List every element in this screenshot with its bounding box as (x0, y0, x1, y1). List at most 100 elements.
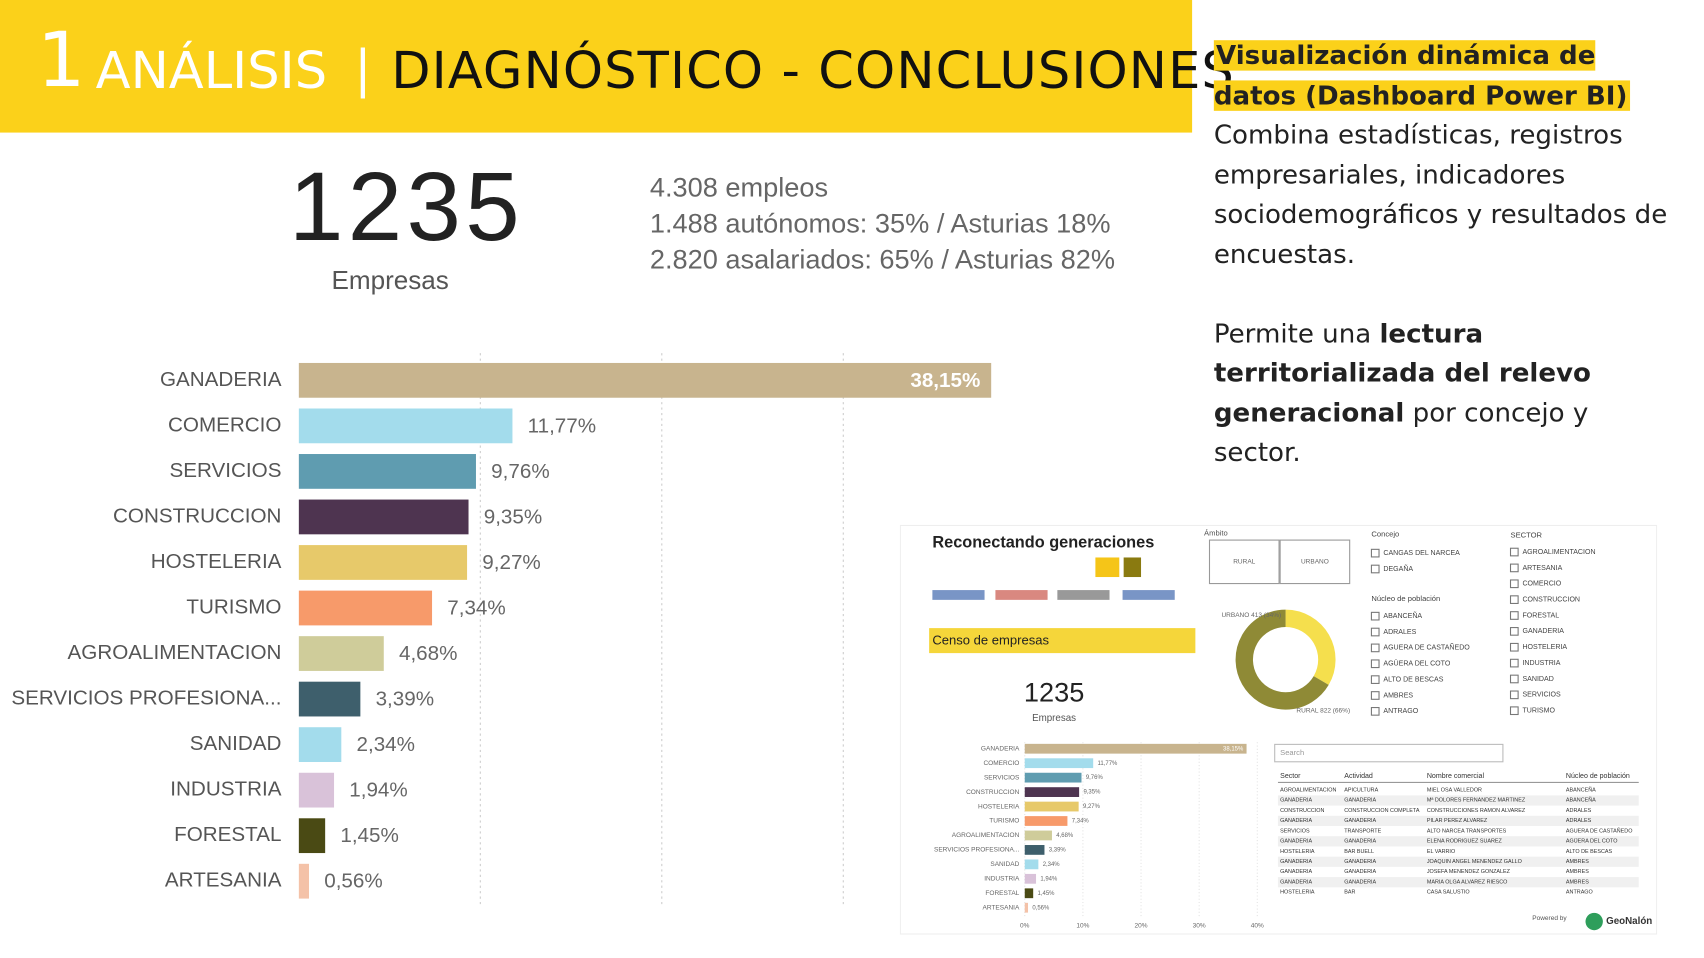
table-stripe (1277, 815, 1639, 827)
filter-item: CANGAS DEL NARCEA (1383, 550, 1460, 557)
checkbox[interactable] (1509, 674, 1519, 684)
filter-label: Concejo (1371, 530, 1399, 539)
bar (298, 590, 433, 626)
logo (1123, 557, 1142, 578)
bar (1024, 816, 1068, 826)
table-cell: ADRALES (1566, 818, 1592, 824)
checkbox[interactable] (1370, 707, 1380, 716)
section-number: 1 (36, 15, 86, 105)
value-label: 38,15% (910, 369, 980, 392)
checkbox[interactable] (1370, 548, 1380, 558)
logo (1095, 557, 1120, 578)
category-label: TURISMO (989, 818, 1019, 825)
checkbox[interactable] (1509, 579, 1519, 589)
table-cell: JOSEFA MENENDEZ GONZALEZ (1427, 869, 1511, 875)
filter-item: AGUERA DE CASTAÑEDO (1383, 643, 1470, 652)
table-cell: AGÜERA DEL COTO (1566, 838, 1618, 845)
checkbox[interactable] (1509, 627, 1519, 636)
donut-slice (1285, 609, 1336, 685)
checkbox[interactable] (1370, 611, 1380, 621)
category-label: GANADERIA (160, 368, 282, 391)
value-label: 1,45% (340, 824, 398, 847)
checkbox[interactable] (1509, 611, 1519, 620)
logo (1057, 590, 1110, 600)
table-cell: HOSTELERIA (1280, 890, 1315, 896)
value-label: 4,68% (399, 642, 457, 665)
table-cell: ALTO NARCEA TRANSPORTES (1427, 828, 1507, 834)
table-stripe (1277, 877, 1639, 888)
checkbox[interactable] (1370, 627, 1380, 637)
search-placeholder: Search (1280, 748, 1304, 757)
table-cell: TRANSPORTE (1344, 828, 1381, 834)
table-cell: GANADERIA (1344, 869, 1376, 875)
filter-item: AGÜERA DEL COTO (1383, 660, 1450, 668)
text-segment: lectura territorializada del relevo gene… (1213, 317, 1591, 428)
table-stripe (1277, 856, 1639, 867)
filter-button[interactable] (1208, 539, 1280, 585)
table-header: Actividad (1344, 773, 1373, 780)
checkbox[interactable] (1370, 643, 1380, 653)
checkbox[interactable] (1509, 642, 1519, 652)
checkbox[interactable] (1509, 595, 1519, 604)
filter-item: ARTESANIA (1522, 565, 1562, 572)
category-label: COMERCIO (168, 413, 281, 436)
filter-item: GANADERIA (1522, 628, 1564, 635)
frame (899, 524, 1658, 935)
value-label: 11,77% (528, 414, 596, 437)
bar (1024, 873, 1037, 884)
checkbox[interactable] (1509, 690, 1519, 700)
checkbox[interactable] (1370, 691, 1380, 700)
dashboard-title: Reconectando generaciones (932, 534, 1154, 552)
value-label: 1,94% (349, 779, 407, 802)
filter-item: DEGAÑA (1383, 564, 1413, 573)
table-cell: SERVICIOS (1280, 828, 1310, 834)
powered-by: Powered by (1532, 915, 1567, 922)
checkbox[interactable] (1370, 564, 1380, 574)
panel-text: Combina estadísticas, registros empresar… (1213, 119, 1668, 269)
filter-button[interactable] (1279, 539, 1351, 585)
x-tick-label: 30% (1193, 923, 1206, 930)
checkbox[interactable] (1509, 563, 1519, 573)
table-cell: GANADERIA (1280, 879, 1312, 885)
checkbox[interactable] (1509, 706, 1519, 716)
value-label: 2,34% (357, 733, 415, 756)
bar (298, 818, 326, 854)
header-title: DIAGNÓSTICO - CONCLUSIONES (391, 41, 1235, 102)
category-label: SERVICIOS PROFESIONA... (934, 847, 1020, 854)
filter-item: AMBRES (1383, 692, 1413, 699)
bar (1024, 743, 1247, 754)
value-label: 0,56% (1032, 905, 1050, 911)
checkbox[interactable] (1509, 547, 1519, 557)
x-tick-label: 0% (1020, 923, 1030, 930)
filter-item: CONSTRUCCION (1522, 597, 1580, 604)
category-label: CONSTRUCCION (113, 504, 281, 527)
category-label: INDUSTRIA (170, 778, 281, 801)
value-label: 9,27% (1083, 804, 1101, 810)
value-label: 2,34% (1043, 862, 1061, 868)
logo (995, 590, 1048, 600)
category-label: AGROALIMENTACION (952, 832, 1020, 839)
table-cell: GANADERIA (1280, 839, 1312, 845)
filter-item: SERVICIOS (1522, 692, 1561, 699)
table-cell: AGUERA DE CASTAÑEDO (1566, 827, 1632, 834)
table-stripe (1277, 836, 1639, 847)
table-cell: HOSTELERIA (1280, 849, 1315, 855)
x-tick-label: 10% (1076, 923, 1089, 930)
checkbox[interactable] (1509, 658, 1519, 668)
dashboard-subtitle: Censo de empresas (932, 633, 1049, 648)
kpi-line: 2.820 asalariados: 65% / Asturias 82% (649, 244, 1116, 275)
table-header: Sector (1280, 773, 1301, 780)
table-cell: AGROALIMENTACION (1280, 787, 1336, 793)
checkbox[interactable] (1370, 659, 1380, 669)
value-label: 3,39% (1049, 847, 1067, 853)
checkbox[interactable] (1370, 675, 1380, 684)
category-label: SANIDAD (190, 732, 282, 755)
filter-label: Ámbito (1204, 529, 1228, 538)
separator: | (354, 39, 372, 99)
table-cell: ABANCEÑA (1566, 797, 1596, 804)
bar (298, 545, 468, 580)
brand-logo (1585, 912, 1603, 931)
table-cell: GANADERIA (1344, 859, 1376, 865)
search-box[interactable] (1274, 743, 1504, 763)
filter-item: SANIDAD (1522, 676, 1553, 683)
